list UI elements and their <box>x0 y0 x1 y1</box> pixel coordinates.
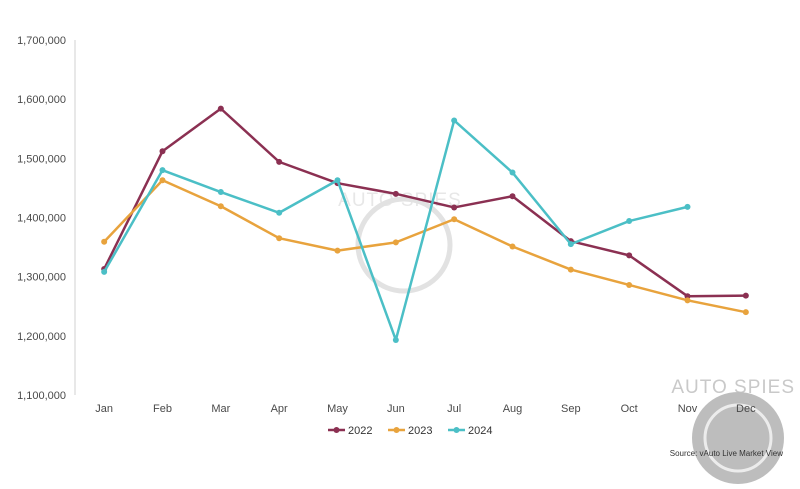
y-tick-label: 1,500,000 <box>17 153 66 165</box>
legend-item: 2024 <box>448 425 492 437</box>
legend: 2022 2023 2024 <box>328 425 492 437</box>
legend-item: 2023 <box>388 425 432 437</box>
x-tick-label: Sep <box>561 403 581 415</box>
data-point <box>159 167 166 174</box>
data-point <box>392 190 399 197</box>
legend-label: 2024 <box>468 425 492 437</box>
data-point <box>217 189 224 196</box>
data-point <box>509 169 516 176</box>
data-point <box>626 218 633 225</box>
data-point <box>684 297 691 304</box>
series-lines <box>101 105 749 343</box>
y-tick-label: 1,300,000 <box>17 272 66 284</box>
data-point <box>742 292 749 299</box>
data-point <box>101 268 108 275</box>
data-point <box>217 203 224 210</box>
x-tick-label: Jun <box>387 403 405 415</box>
y-tick-label: 1,400,000 <box>17 213 66 225</box>
legend-marker <box>453 427 460 433</box>
y-tick-label: 1,700,000 <box>17 35 66 47</box>
x-tick-label: Jul <box>447 403 461 415</box>
legend-marker <box>393 427 400 433</box>
data-point <box>217 105 224 112</box>
data-point <box>159 148 166 155</box>
watermark-logo-ring <box>703 403 773 473</box>
legend-label: 2022 <box>348 425 372 437</box>
x-tick-label: May <box>327 403 348 415</box>
x-tick-label: Nov <box>678 403 698 415</box>
data-point <box>451 204 458 211</box>
data-point <box>509 193 516 200</box>
legend-item: 2022 <box>328 425 372 437</box>
x-tick-label: Aug <box>503 403 523 415</box>
y-tick-label: 1,200,000 <box>17 331 66 343</box>
x-tick-label: Dec <box>736 403 756 415</box>
x-tick-label: Jan <box>95 403 113 415</box>
legend-marker <box>333 427 340 433</box>
x-tick-label: Mar <box>211 403 230 415</box>
data-point <box>742 309 749 316</box>
data-point <box>101 238 108 245</box>
data-point <box>451 216 458 223</box>
data-point <box>626 252 633 259</box>
data-point <box>276 235 283 242</box>
y-axis-ticks: 1,100,000 1,200,000 1,300,000 1,400,000 1,50… <box>17 35 66 402</box>
source-note: Source: vAuto Live Market View <box>670 449 783 458</box>
data-point <box>626 281 633 288</box>
x-tick-label: Feb <box>153 403 172 415</box>
data-point <box>334 177 341 184</box>
x-tick-label: Apr <box>271 403 288 415</box>
data-point <box>392 336 399 343</box>
data-point <box>684 293 691 300</box>
data-point <box>334 247 341 254</box>
data-point <box>567 266 574 273</box>
y-tick-label: 1,100,000 <box>17 390 66 402</box>
data-point <box>684 203 691 210</box>
data-point <box>567 241 574 248</box>
series-line <box>103 107 746 298</box>
series-line <box>103 119 688 342</box>
x-tick-label: Oct <box>621 403 638 415</box>
series-2024 <box>101 117 691 343</box>
data-point <box>451 117 458 124</box>
x-axis-ticks: Jan Feb Mar Apr May Jun Jul Aug Sep Oct Nov Dec <box>95 403 756 415</box>
data-point <box>276 209 283 216</box>
y-tick-label: 1,600,000 <box>17 94 66 106</box>
data-point <box>392 239 399 246</box>
legend-label: 2023 <box>408 425 432 437</box>
watermark-logo-center <box>355 196 453 294</box>
data-point <box>159 177 166 184</box>
watermark-text: AUTO SPIES <box>671 377 795 398</box>
data-point <box>276 158 283 165</box>
data-point <box>509 243 516 250</box>
